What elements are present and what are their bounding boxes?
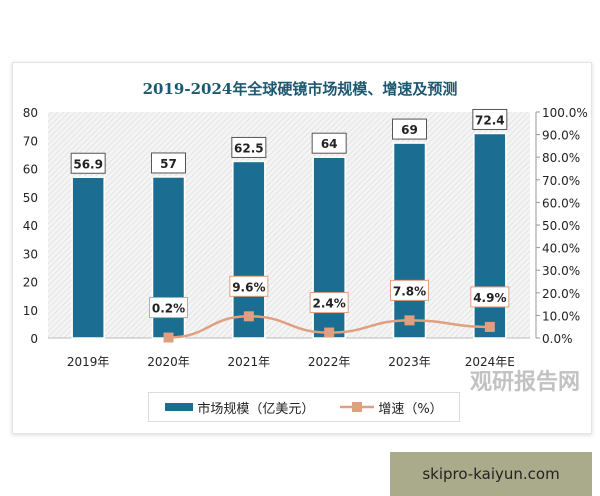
growth-value-label: 9.6%: [232, 280, 265, 294]
right-tick-label: 60.0%: [542, 196, 580, 210]
left-tick-label: 40: [23, 219, 38, 233]
watermark-logo: 观研报告网: [470, 370, 581, 395]
left-tick-label: 10: [23, 304, 38, 318]
right-tick-label: 80.0%: [542, 151, 580, 165]
growth-marker: [163, 332, 174, 343]
right-tick-label: 90.0%: [542, 129, 580, 143]
bar-label-box: [392, 118, 427, 140]
plot-area: [48, 112, 530, 338]
chart-svg: 0 10 20 30 40 50 60 70 80 0.0% 10.0% 20.0% 30.0% 40.0…: [23, 106, 588, 369]
growth-label-box: [390, 279, 429, 301]
bar-label-box: [70, 152, 106, 174]
left-tick-label: 60: [23, 163, 38, 177]
right-tick-label: 50.0%: [542, 219, 580, 233]
bar-value-label: 56.9: [73, 157, 103, 171]
legend-item-market-size: 市场规模（亿美元）: [165, 398, 314, 417]
right-tick-label: 0.0%: [542, 332, 573, 346]
bar-value-label: 72.4: [475, 113, 505, 127]
growth-label-box: [149, 297, 188, 319]
bar-label-box: [472, 108, 508, 130]
bar: [232, 160, 266, 339]
left-tick-label: 50: [23, 191, 38, 205]
x-tick-label: 2023年: [388, 355, 431, 369]
left-tick-label: 80: [23, 106, 38, 120]
legend-label: 市场规模（亿美元）: [197, 401, 315, 417]
x-tick-label: 2021年: [228, 355, 271, 369]
growth-label-box: [470, 286, 510, 308]
right-tick-label: 40.0%: [542, 242, 580, 256]
x-tick-label: 2024年E: [465, 355, 515, 369]
left-tick-label: 70: [23, 134, 38, 148]
bar: [71, 176, 105, 339]
line-marker-icon: [340, 402, 375, 412]
right-tick-label: 10.0%: [542, 309, 580, 323]
legend-item-growth: 增速（%）: [340, 398, 443, 417]
footer-site-label: skipro-kaiyun.com: [390, 452, 592, 496]
growth-label-box: [229, 275, 269, 297]
growth-marker: [404, 315, 415, 326]
legend: 市场规模（亿美元） 增速（%）: [148, 392, 460, 422]
growth-marker: [243, 311, 254, 322]
growth-value-label: 2.4%: [313, 297, 346, 311]
legend-label: 增速（%）: [378, 401, 443, 417]
growth-value-label: 7.8%: [393, 284, 426, 298]
x-tick-label: 2020年: [147, 355, 190, 369]
bar-label-box: [151, 152, 186, 174]
growth-marker: [324, 327, 335, 338]
left-tick-label: 20: [23, 276, 38, 290]
right-tick-label: 70.0%: [542, 174, 580, 188]
growth-label-box: [309, 292, 349, 314]
bar: [392, 142, 427, 339]
right-tick-label: 30.0%: [542, 264, 580, 278]
growth-value-label: 0.2%: [152, 302, 185, 316]
chart-title: 2019-2024年全球硬镜市场规模、增速及预测: [142, 80, 458, 98]
growth-value-label: 4.9%: [473, 291, 506, 305]
x-tick-label: 2022年: [308, 355, 351, 369]
left-tick-label: 0: [30, 332, 38, 346]
bar-label-box: [311, 132, 347, 154]
bar-value-label: 57: [160, 157, 177, 171]
growth-marker: [484, 321, 495, 332]
right-tick-label: 20.0%: [542, 287, 580, 301]
bar-swatch-icon: [165, 403, 194, 411]
left-tick-label: 30: [23, 247, 38, 261]
bar-value-label: 64: [321, 137, 338, 151]
bar-value-label: 62.5: [234, 141, 264, 155]
bar-label-box: [231, 136, 267, 158]
right-tick-label: 100.0%: [542, 106, 588, 120]
x-tick-label: 2019年: [67, 355, 110, 369]
bar-value-label: 69: [401, 123, 418, 137]
